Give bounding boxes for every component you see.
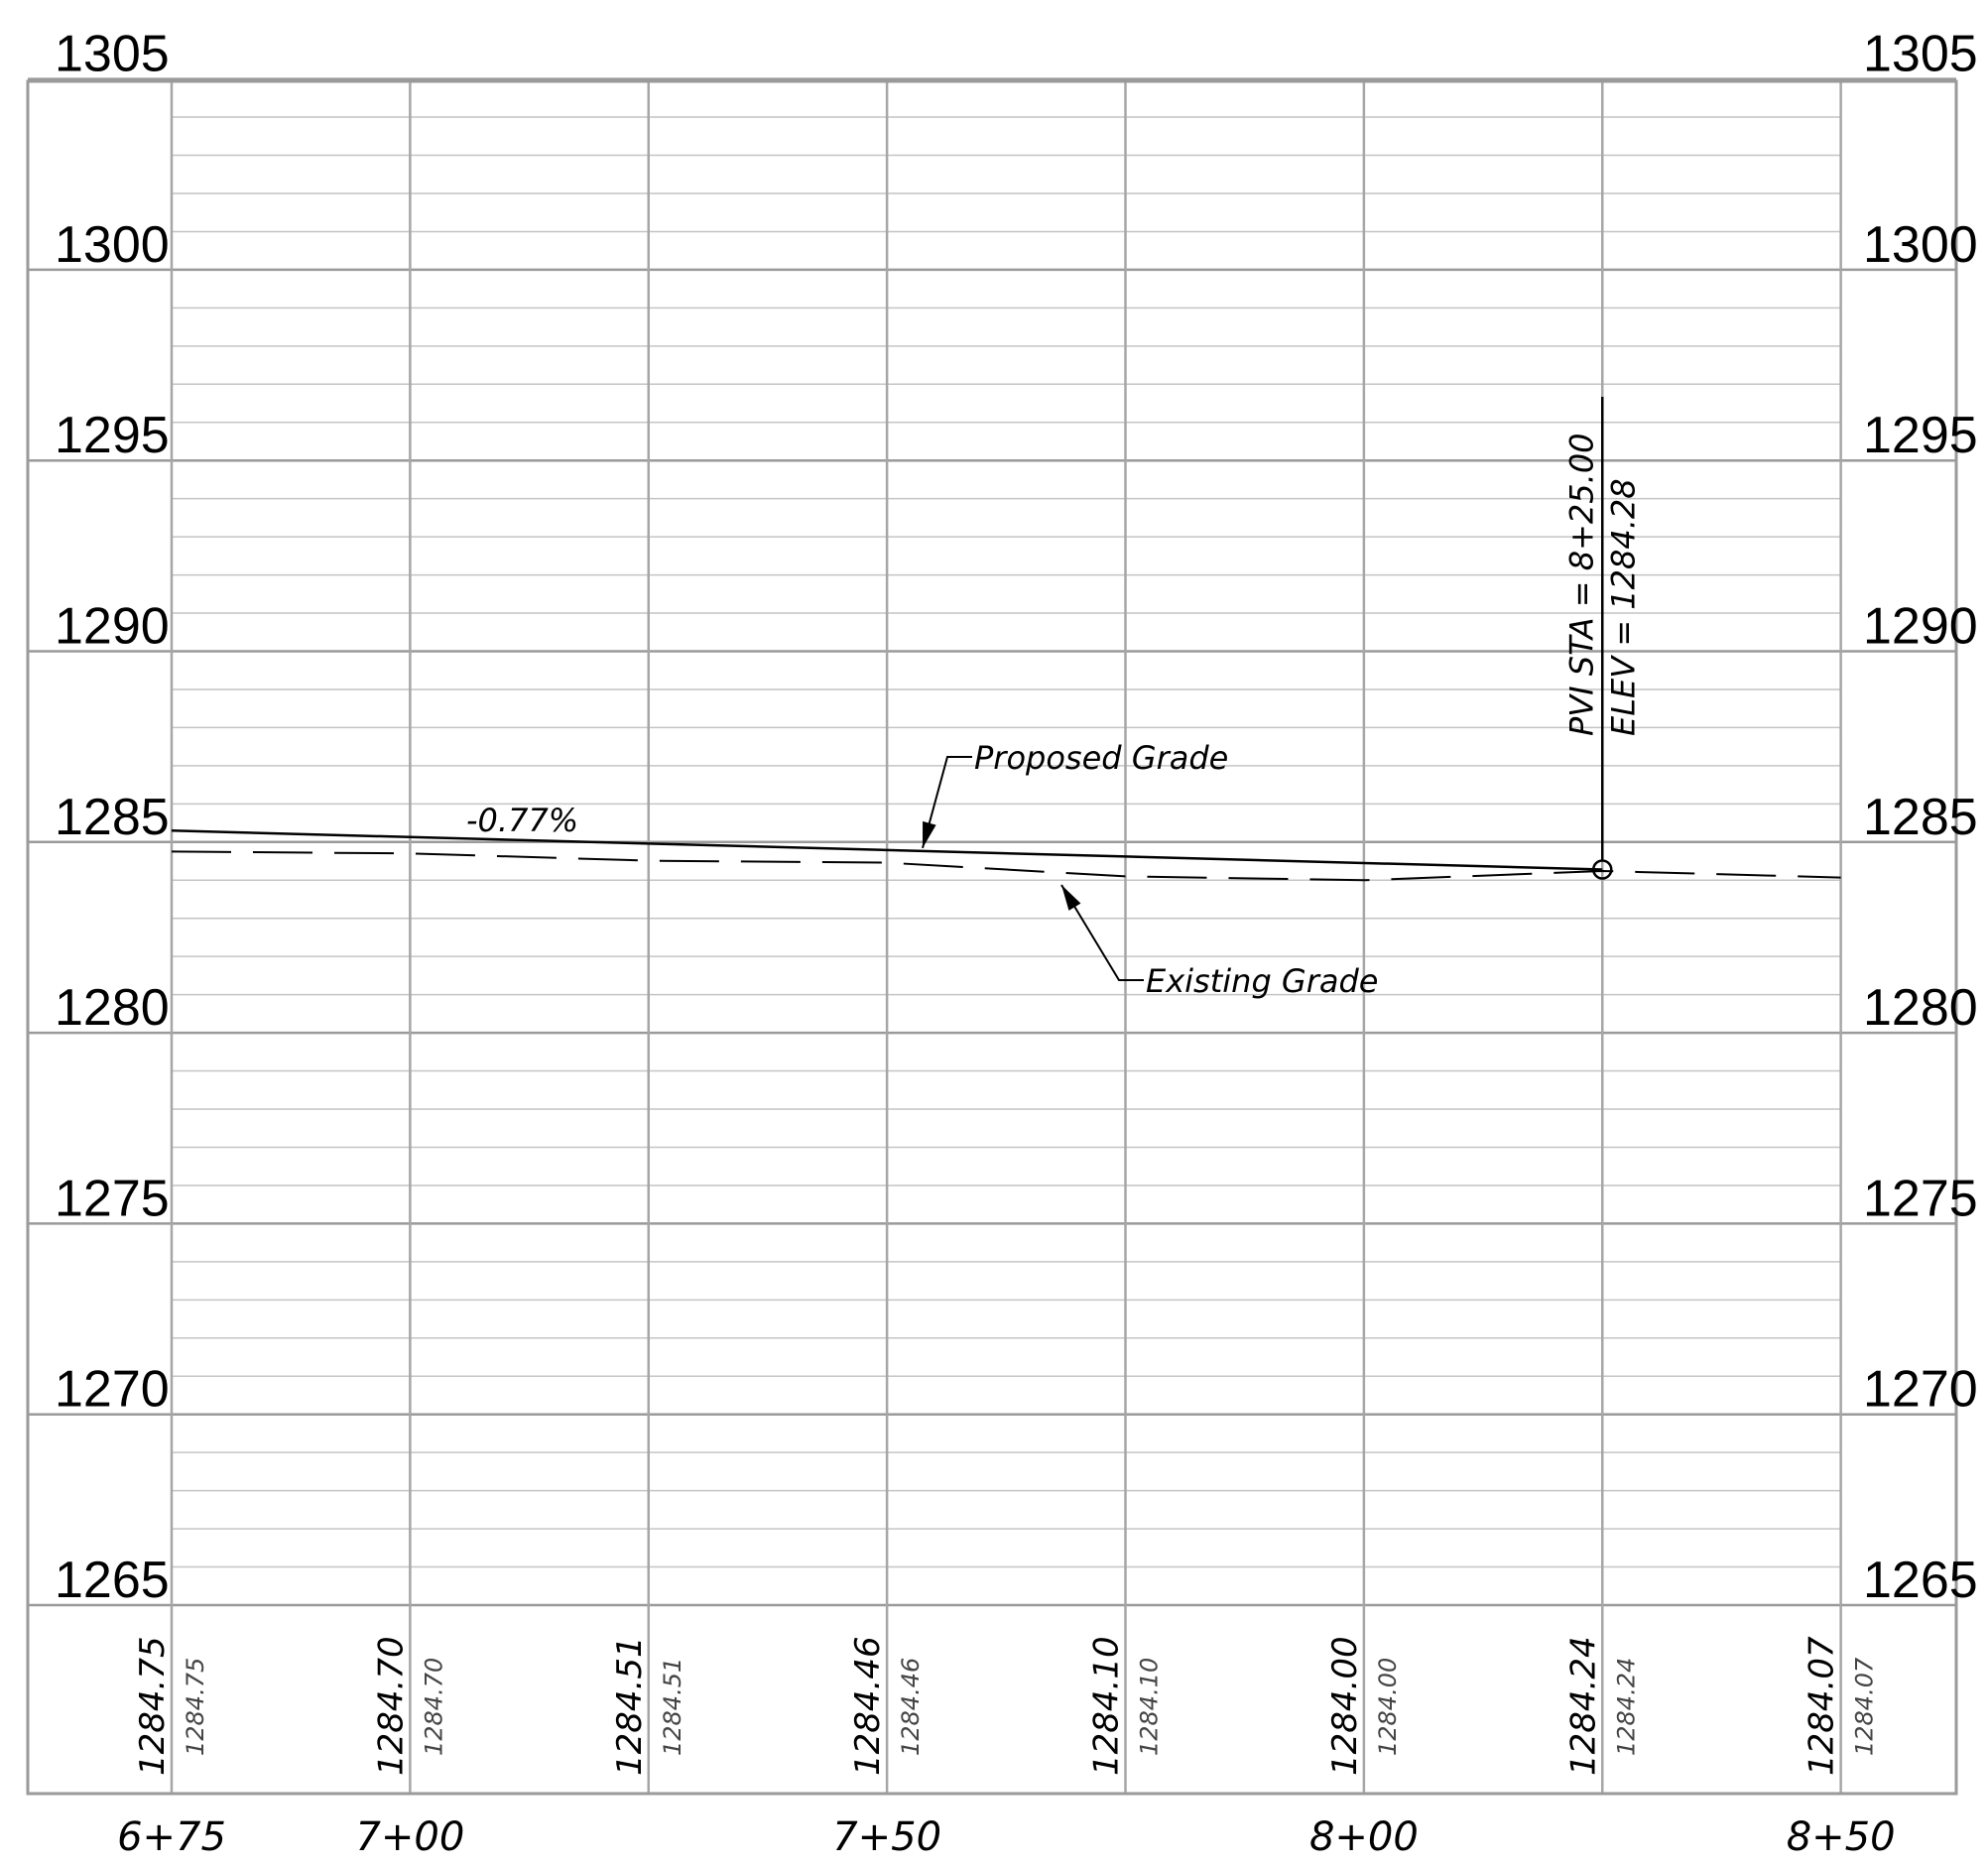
- elevation-label-right: 1285: [1863, 789, 1978, 846]
- existing-elevation-value: 1284.24: [1612, 1658, 1640, 1756]
- elevation-label-left: 1280: [55, 979, 170, 1037]
- existing-grade-leader: [1060, 884, 1144, 981]
- existing-elevation-value: 1284.46: [897, 1658, 925, 1756]
- proposed-grade-label: Proposed Grade: [974, 739, 1228, 777]
- proposed-grade-line: [171, 829, 1603, 871]
- existing-elevation-value: 1284.51: [659, 1658, 686, 1756]
- station-label: 8+00: [1309, 1814, 1419, 1860]
- elevation-label-left: 1305: [55, 26, 170, 83]
- elevation-label-left: 1270: [55, 1361, 170, 1419]
- grade-percent-label: -0.77%: [466, 802, 578, 839]
- elevation-label-left: 1275: [55, 1170, 170, 1227]
- elevation-label-left: 1265: [55, 1552, 170, 1609]
- elevation-label-left: 1285: [55, 789, 170, 846]
- pvi-station-label: PVI STA = 8+25.00: [1562, 433, 1600, 736]
- existing-elevation-value: 1284.00: [1374, 1658, 1402, 1756]
- existing-grade-arrowhead: [1061, 885, 1081, 911]
- elevation-label-left: 1300: [55, 216, 170, 274]
- existing-grade-line: [171, 850, 1841, 882]
- elevation-label-left: 1290: [55, 598, 170, 656]
- proposed-elevation-value: 1284.70: [371, 1636, 411, 1776]
- elevation-table: 1284.75 1284.75 1284.70 1284.70 1284.51 1284.…: [133, 1636, 1879, 1776]
- proposed-elevation-value: 1284.51: [610, 1636, 650, 1776]
- elevation-label-right: 1305: [1863, 26, 1978, 83]
- elevation-label-right: 1295: [1863, 407, 1978, 464]
- existing-elevation-value: 1284.75: [182, 1658, 209, 1756]
- pvi-marker: [1592, 859, 1613, 880]
- elevation-label-right: 1280: [1863, 979, 1978, 1037]
- elevation-label-right: 1300: [1863, 216, 1978, 274]
- existing-elevation-value: 1284.10: [1136, 1658, 1164, 1756]
- elevation-label-right: 1265: [1863, 1552, 1978, 1609]
- station-label: 7+50: [832, 1814, 941, 1860]
- existing-elevation-value: 1284.07: [1851, 1657, 1879, 1756]
- proposed-elevation-value: 1284.07: [1802, 1636, 1842, 1776]
- minor-grid: [172, 116, 1841, 1568]
- station-label: 8+50: [1787, 1814, 1896, 1860]
- pvi-elevation-label: ELEV = 1284.28: [1604, 478, 1642, 736]
- station-axis: 6+75 7+00 7+50 8+00 8+50: [117, 1814, 1896, 1860]
- major-grid: [28, 77, 1956, 1794]
- station-label: 7+00: [355, 1814, 464, 1860]
- elevation-label-right: 1270: [1863, 1361, 1978, 1419]
- proposed-elevation-value: 1284.24: [1563, 1636, 1603, 1776]
- proposed-elevation-value: 1284.00: [1325, 1636, 1365, 1776]
- elevation-axis-left: 1305 1300 1295 1290 1285 1280 1275 1270 1265: [55, 26, 170, 1609]
- proposed-elevation-value: 1284.75: [133, 1636, 173, 1776]
- proposed-elevation-value: 1284.10: [1087, 1636, 1127, 1776]
- elevation-label-right: 1275: [1863, 1170, 1978, 1227]
- elevation-axis-right: 1305 1300 1295 1290 1285 1280 1275 1270 1265: [1863, 26, 1978, 1609]
- proposed-grade-arrowhead: [923, 820, 936, 848]
- existing-grade-label: Existing Grade: [1146, 962, 1378, 1000]
- existing-elevation-value: 1284.70: [420, 1658, 447, 1756]
- proposed-grade-leader: [922, 756, 972, 849]
- profile-frame: [26, 79, 1958, 1796]
- station-label: 6+75: [117, 1814, 226, 1860]
- elevation-label-left: 1295: [55, 407, 170, 464]
- proposed-elevation-value: 1284.46: [848, 1636, 888, 1776]
- elevation-label-right: 1290: [1863, 598, 1978, 656]
